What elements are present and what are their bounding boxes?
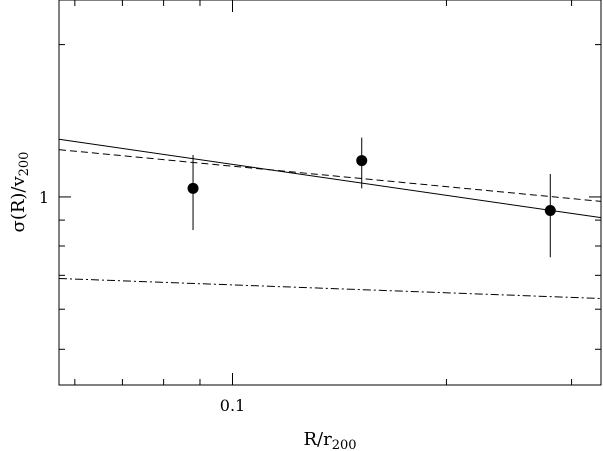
- error-bars: [192, 137, 551, 258]
- y-tick-label: 1: [39, 188, 49, 207]
- data-points: [187, 155, 556, 217]
- data-point: [187, 182, 199, 194]
- axis-ticks: [59, 0, 601, 385]
- data-point: [544, 205, 556, 217]
- model-lines: [58, 138, 602, 299]
- solid-line: [58, 138, 602, 219]
- plot-frame: [58, 0, 602, 386]
- tick-labels: 0.11: [39, 188, 245, 415]
- y-axis-label: σ(R)/v200: [8, 152, 32, 233]
- x-tick-label: 0.1: [220, 396, 245, 415]
- data-point: [356, 155, 368, 167]
- dash-dot-line: [58, 277, 602, 299]
- x-axis-label: R/r200: [303, 429, 356, 451]
- dashed-line: [58, 149, 602, 202]
